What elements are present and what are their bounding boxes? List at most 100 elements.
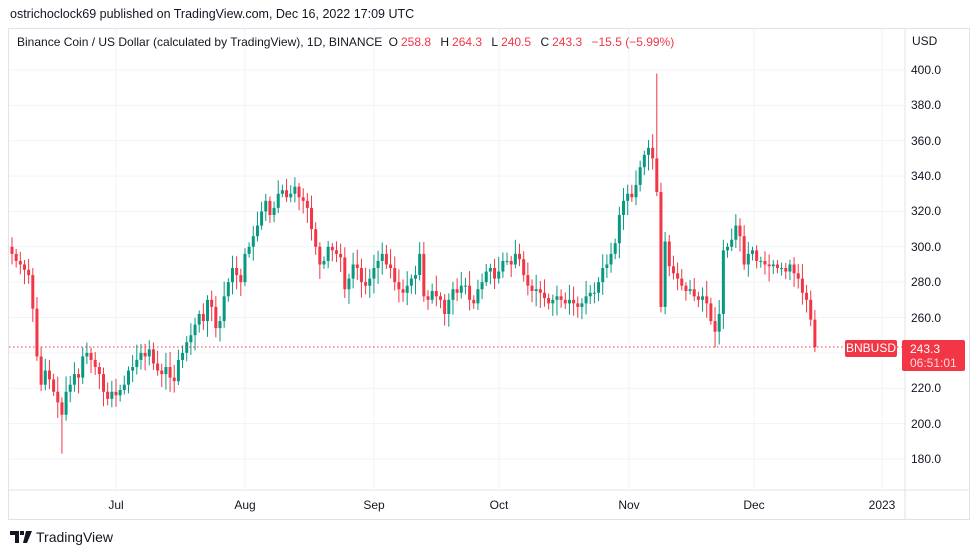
candle-body xyxy=(634,184,638,198)
candle-body xyxy=(397,282,401,290)
price-tick-label: 340.0 xyxy=(911,169,942,184)
candle-body xyxy=(696,296,700,300)
candle-body xyxy=(513,253,517,265)
candle-body xyxy=(22,264,26,270)
high-value: H 264.3 xyxy=(440,35,483,49)
candle-body xyxy=(305,200,309,208)
candle-body xyxy=(139,352,143,360)
candle-body xyxy=(567,299,571,304)
candle-body xyxy=(351,264,355,279)
time-tick-label: Jul xyxy=(108,498,124,512)
candle-body xyxy=(14,253,18,261)
candle-body xyxy=(322,260,326,265)
candle-body xyxy=(293,186,297,194)
candle-body xyxy=(164,367,168,375)
candle-body xyxy=(784,268,788,272)
candle-body xyxy=(501,260,505,272)
candle-body xyxy=(197,313,201,325)
price-tick-label: 320.0 xyxy=(911,204,942,219)
candle-body xyxy=(206,299,210,322)
candle-body xyxy=(709,303,713,322)
candle-body xyxy=(522,259,526,276)
candle-body xyxy=(551,299,555,304)
candle-body xyxy=(547,298,551,304)
candle-body xyxy=(651,147,655,159)
candle-body xyxy=(805,292,809,300)
candle-body xyxy=(255,225,259,237)
candle-body xyxy=(688,289,692,291)
candle-body xyxy=(268,200,272,215)
candle-body xyxy=(705,296,709,304)
candle-body xyxy=(35,308,39,357)
price-tick-label: 360.0 xyxy=(911,133,942,148)
candle-body xyxy=(126,370,130,385)
candle-body xyxy=(775,264,779,269)
candle-body xyxy=(176,359,180,382)
time-tick-label: 2023 xyxy=(868,498,896,512)
currency-label: USD xyxy=(912,34,938,48)
candle-body xyxy=(251,236,255,247)
open-value: O 258.8 xyxy=(388,35,431,49)
candle-body xyxy=(276,193,280,208)
candle-body xyxy=(721,250,725,314)
candle-body xyxy=(630,193,634,198)
candle-body xyxy=(530,285,534,291)
candle-body xyxy=(597,282,601,293)
time-tick-label: Oct xyxy=(489,498,509,512)
candle-body xyxy=(642,154,646,168)
candle-body xyxy=(447,299,451,314)
time-tick-label: Aug xyxy=(234,498,256,512)
candle-body xyxy=(10,246,14,254)
candle-body xyxy=(193,324,197,336)
candle-body xyxy=(680,278,684,286)
price-tick-label: 180.0 xyxy=(911,451,942,466)
candle-body xyxy=(93,359,97,368)
candle-body xyxy=(572,299,576,304)
candle-body xyxy=(401,289,405,293)
candle-body xyxy=(230,268,234,283)
candle-body xyxy=(626,193,630,201)
candle-body xyxy=(31,275,35,309)
candle-body xyxy=(505,260,509,262)
candle-body xyxy=(226,282,230,297)
candle-body xyxy=(613,243,617,254)
candle-body xyxy=(488,268,492,272)
candle-body xyxy=(310,207,314,230)
time-tick-label: Dec xyxy=(743,498,765,512)
candle-body xyxy=(526,275,530,286)
candle-body xyxy=(260,211,264,226)
candle-body xyxy=(592,292,596,294)
candle-body xyxy=(359,268,363,283)
candle-body xyxy=(334,250,338,254)
candle-body xyxy=(376,260,380,269)
candle-body xyxy=(247,246,251,254)
last-price-box: 243.3 06:51:01 xyxy=(902,340,965,371)
tradingview-logo[interactable]: TradingView xyxy=(10,529,113,545)
candle-body xyxy=(347,278,351,290)
change-value: −15.5 (−5.99%) xyxy=(591,35,675,49)
candle-body xyxy=(85,352,89,357)
candle-body xyxy=(763,260,767,265)
candle-body xyxy=(77,374,81,378)
candle-body xyxy=(56,391,60,403)
brand-name: TradingView xyxy=(36,529,114,545)
candle-body xyxy=(667,241,671,267)
candle-body xyxy=(676,273,680,279)
candle-body xyxy=(509,260,513,265)
candle-body xyxy=(280,190,284,194)
candle-body xyxy=(72,374,76,385)
candle-body xyxy=(617,214,621,244)
candle-body xyxy=(47,370,51,380)
candle-body xyxy=(102,374,106,392)
candle-body xyxy=(443,299,447,314)
last-price: 243.3 xyxy=(910,342,941,356)
candle-body xyxy=(201,313,205,322)
candle-body xyxy=(759,260,763,262)
candle-body xyxy=(726,246,730,251)
candle-body xyxy=(289,193,293,198)
candle-body xyxy=(89,352,93,360)
candle-body xyxy=(734,225,738,240)
candle-body xyxy=(800,278,804,293)
candle-body xyxy=(713,321,717,332)
